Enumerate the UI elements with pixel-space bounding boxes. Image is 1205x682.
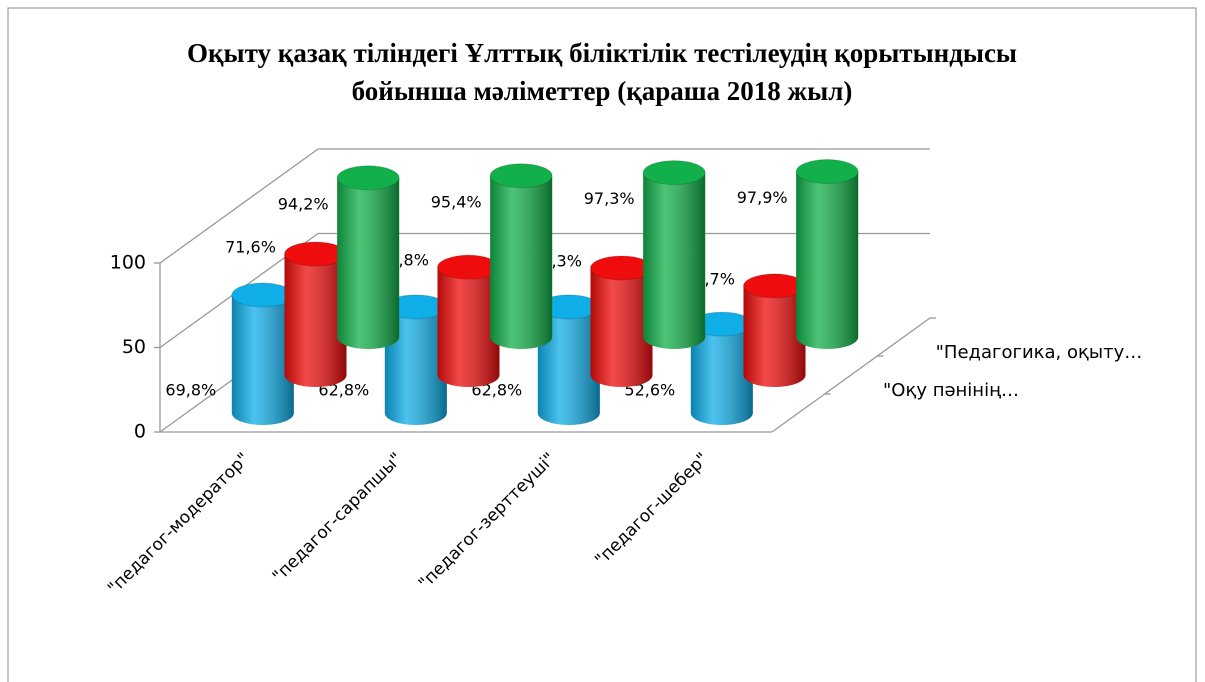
floor-edge: [771, 317, 931, 433]
data-label: 95,4%: [431, 192, 482, 211]
cylinder: [743, 273, 806, 387]
data-label: 97,9%: [737, 188, 788, 207]
depth-label: "Оқу пәнінің…: [883, 380, 1019, 401]
cylinder: [384, 294, 448, 425]
cylinder-shade: [384, 306, 447, 425]
grid-line: [159, 148, 319, 264]
cylinder: [590, 255, 653, 387]
y-tick-label: 50: [122, 336, 146, 358]
cylinder: [642, 160, 706, 349]
data-label: 97,3%: [584, 189, 635, 208]
x-tick-label: "педагог-модератор": [104, 449, 254, 599]
x-tick-label: "педагог-зерттеуші": [415, 449, 560, 594]
data-label: 69,8%: [165, 381, 216, 400]
cylinder-shade: [284, 253, 347, 387]
cylinder-top: [489, 163, 553, 189]
data-label: 94,2%: [278, 194, 329, 213]
cylinder: [231, 282, 295, 426]
cylinder-shade: [643, 172, 706, 349]
cylinder-top: [642, 160, 706, 186]
data-label: 71,6%: [225, 237, 276, 256]
cylinder: [795, 159, 859, 349]
cylinder-shade: [796, 171, 859, 349]
cylinder: [284, 241, 347, 387]
chart-title: Оқыту қазақ тіліндегі Ұлттық біліктілік …: [187, 38, 1017, 68]
y-tick-label: 0: [134, 421, 146, 443]
cylinder: [537, 294, 601, 425]
cylinder: [437, 254, 500, 387]
cylinder-shade: [337, 177, 400, 349]
cylinder-shade: [490, 175, 553, 349]
cylinder-shade: [231, 295, 294, 426]
x-tick-label: "педагог-шебер": [591, 449, 712, 570]
cylinder-shade: [537, 306, 600, 425]
cylinder-shade: [743, 285, 806, 387]
cylinder: [336, 165, 400, 349]
cylinder-shade: [437, 267, 500, 387]
y-tick-label: 100: [110, 252, 146, 274]
cylinder-top: [336, 165, 400, 191]
cylinder: [489, 163, 553, 349]
cylinder-top: [795, 159, 859, 185]
cylinder: [690, 311, 754, 425]
frame: [7, 7, 1197, 682]
cylinder-shade: [590, 268, 653, 387]
cylinder-shade: [690, 324, 753, 425]
x-tick-label: "педагог-сарапшы": [269, 449, 407, 587]
depth-label: "Педагогика, оқыту…: [936, 342, 1143, 363]
chart-title: бойынша мәліметтер (қараша 2018 жыл): [352, 76, 853, 106]
